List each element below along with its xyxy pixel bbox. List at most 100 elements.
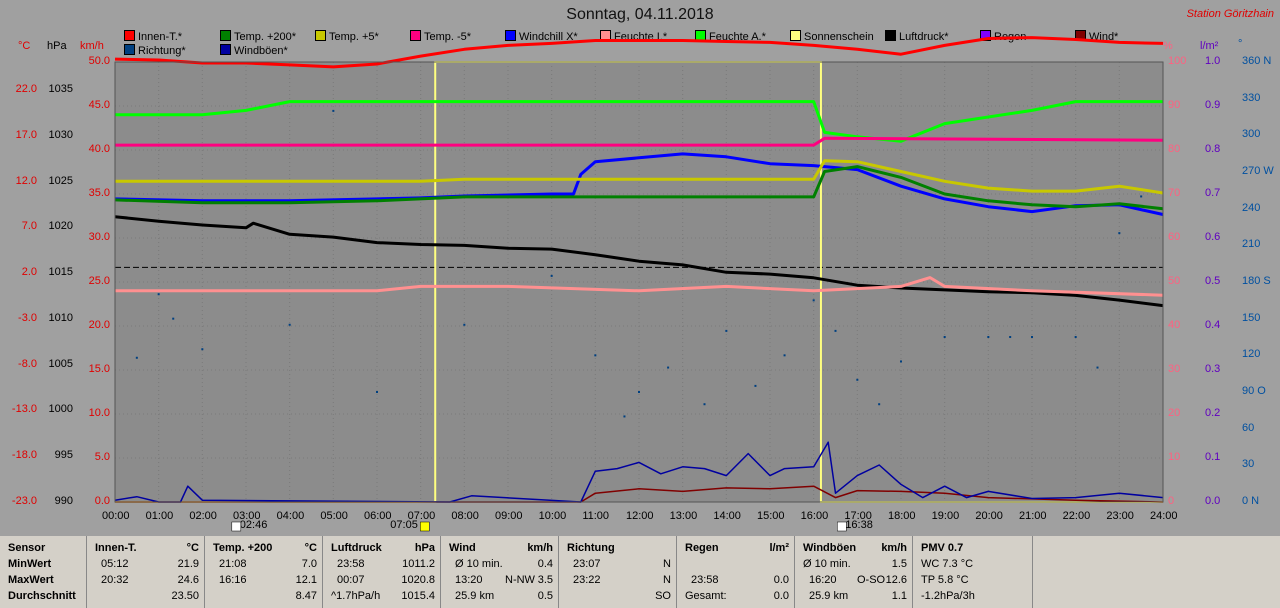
boeen-r3: 1.1 [891,590,907,602]
regen-r3: 0.0 [773,590,789,602]
x-tick-8: 08:00 [451,510,479,522]
richtung-r2-time: 23:22 [573,574,601,586]
temp-tick-2: 12.0 [15,174,37,187]
direction-point-9 [594,354,597,357]
druck-max-time: 00:07 [337,574,365,586]
humidity-tick-7: 30 [1168,363,1181,375]
temp200-max: 12.1 [295,574,317,586]
humidity-tick-6: 40 [1168,319,1181,331]
legend-swatch [980,30,991,41]
temp-tick-9: -23.0 [11,495,37,507]
direction-tick-12: 0 N [1242,495,1260,507]
innen-avg: 23.50 [171,590,199,602]
boeen-r2-time: 16:20 [809,574,837,586]
x-tick-4: 04:00 [276,510,305,522]
pressure-tick-7: 1000 [48,403,73,416]
x-tick-20: 20:00 [975,510,1003,522]
direction-point-26 [1074,336,1077,338]
temp200-unit: °C [304,542,317,554]
rain-tick-0: 1.0 [1205,55,1221,67]
temp-unit: °C [18,40,31,52]
direction-tick-10: 60 [1242,421,1255,434]
col-boeen: Windböen km/h Ø 10 min. 1.5 16:20 O-SO 1… [794,536,913,608]
direction-point-7 [463,323,466,326]
direction-point-6 [376,391,378,393]
druck-head: Luftdruck [331,542,382,554]
x-tick-15: 15:00 [757,510,785,522]
row-max: MaxWert [8,574,54,586]
richtung-head: Richtung [567,542,615,554]
direction-point-1 [157,293,160,296]
wind-tick-2: 40.0 [88,143,110,155]
rain-tick-10: 0.0 [1205,495,1221,507]
row-labels: Sensor MinWert MaxWert Durchschnitt [0,536,86,608]
druck-unit: hPa [414,542,435,554]
col-richtung: Richtung 23:07 N 23:22 N SO [558,536,677,608]
temp200-max-time: 16:16 [219,574,247,586]
col-regen: Regen l/m² 23:58 0.0 Gesamt: 0.0 [676,536,795,608]
legend-item-temp-5: Temp. -5* [410,30,471,44]
regen-r2-time: 23:58 [691,574,719,586]
series-feuchte-i [115,276,1164,297]
legend-swatch [220,44,231,55]
wind-r1-label: Ø 10 min. [455,558,503,570]
series-luftdruck [114,215,1164,308]
pressure-tick-5: 1010 [48,311,73,324]
x-tick-18: 18:00 [888,510,916,522]
legend-label: Innen-T.* [138,31,183,43]
direction-tick-4: 240 [1242,201,1261,214]
pressure-tick-4: 1015 [48,266,73,279]
temp-tick-1: 17.0 [15,128,37,141]
x-tick-11: 11:00 [582,510,610,522]
legend-label: Windchill X* [519,31,578,43]
wind-tick-5: 25.0 [88,275,110,287]
x-tick-22: 22:00 [1062,510,1091,522]
humidity-tick-4: 60 [1168,231,1181,243]
temp-tick-4: 2.0 [21,266,37,279]
legend-swatch [124,30,135,41]
temp200-min: 7.0 [301,558,317,570]
station-name: Station Göritzhain [1186,8,1274,20]
richtung-r2: N [663,574,671,586]
x-tick-13: 13:00 [669,510,698,522]
wind-tick-8: 10.0 [88,407,110,419]
direction-point-17 [812,299,815,302]
direction-point-28 [1118,232,1121,235]
direction-tick-11: 30 [1242,458,1255,471]
direction-point-19 [856,378,859,381]
richtung-r3: SO [655,590,671,602]
direction-point-3 [201,348,204,351]
direction-point-23 [987,336,990,338]
wind-head: Wind [449,542,476,554]
x-tick-6: 06:00 [364,510,392,522]
series-temp-5 [115,159,1164,195]
druck-avg: 1015.4 [401,590,435,602]
regen-r2: 0.0 [773,574,789,586]
sunset-time: 16:38 [845,519,873,531]
rain-tick-3: 0.7 [1205,187,1221,199]
richtung-r1: N [663,558,671,570]
humidity-tick-2: 80 [1168,143,1181,155]
direction-point-20 [878,403,881,406]
x-tick-9: 09:00 [495,510,523,522]
sunset-icon [837,521,847,532]
direction-point-2 [172,317,175,320]
temp-tick-7: -13.0 [11,403,37,416]
col-temp200: Temp. +200 °C 21:08 7.0 16:16 12.1 8.47 [204,536,323,608]
boeen-r2-dir: O-SO [857,574,886,586]
x-tick-21: 21:00 [1019,510,1047,522]
wind-tick-9: 5.0 [94,451,110,463]
legend-swatch [410,30,421,41]
pmv-r3: -1.2hPa/3h [921,590,975,602]
humidity-tick-1: 90 [1168,99,1181,111]
rain-unit: l/m² [1200,40,1219,52]
pmv-r2: TP 5.8 °C [921,574,969,586]
druck-max: 1020.8 [401,574,435,586]
temp-tick-6: -8.0 [18,357,37,370]
col-pmv: PMV 0.7 WC 7.3 °C TP 5.8 °C -1.2hPa/3h [912,536,1033,608]
direction-point-16 [783,354,786,357]
direction-tick-6: 180 S [1242,275,1271,287]
boeen-r1-label: Ø 10 min. [803,558,851,570]
panel-filler [1032,536,1280,608]
druck-min-time: 23:58 [337,558,365,570]
